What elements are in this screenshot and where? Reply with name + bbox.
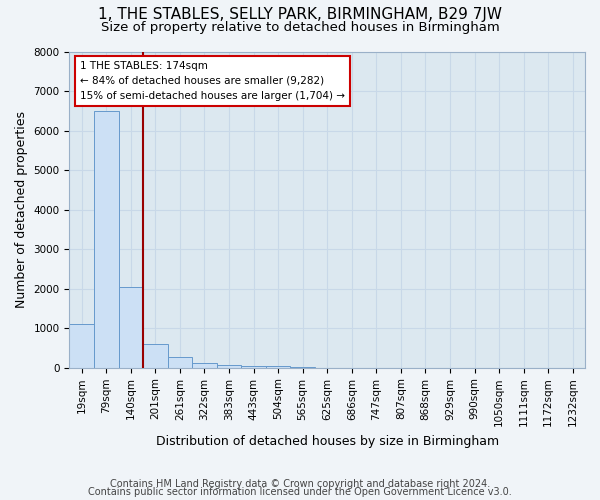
Bar: [266, 366, 290, 368]
Text: 1 THE STABLES: 174sqm
← 84% of detached houses are smaller (9,282)
15% of semi-d: 1 THE STABLES: 174sqm ← 84% of detached …: [80, 61, 345, 100]
Bar: [241, 366, 266, 368]
Text: Contains HM Land Registry data © Crown copyright and database right 2024.: Contains HM Land Registry data © Crown c…: [110, 479, 490, 489]
Bar: [119, 286, 143, 368]
Bar: [70, 324, 94, 368]
X-axis label: Distribution of detached houses by size in Birmingham: Distribution of detached houses by size …: [155, 434, 499, 448]
Bar: [94, 111, 119, 368]
Text: 1, THE STABLES, SELLY PARK, BIRMINGHAM, B29 7JW: 1, THE STABLES, SELLY PARK, BIRMINGHAM, …: [98, 8, 502, 22]
Bar: [217, 364, 241, 368]
Bar: [143, 344, 167, 368]
Text: Contains public sector information licensed under the Open Government Licence v3: Contains public sector information licen…: [88, 487, 512, 497]
Y-axis label: Number of detached properties: Number of detached properties: [15, 111, 28, 308]
Bar: [167, 356, 192, 368]
Bar: [290, 367, 315, 368]
Text: Size of property relative to detached houses in Birmingham: Size of property relative to detached ho…: [101, 21, 499, 34]
Bar: [192, 362, 217, 368]
